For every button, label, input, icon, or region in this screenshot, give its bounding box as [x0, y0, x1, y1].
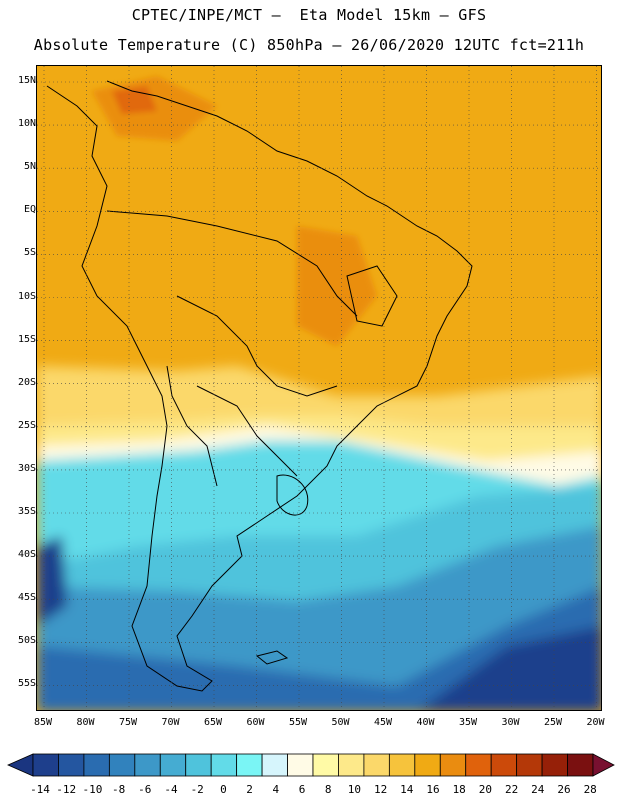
lat-label-45s: 45S — [17, 592, 36, 604]
lat-label-15n: 15N — [17, 75, 36, 86]
colorbar-label: -10 — [82, 783, 103, 796]
falklands — [255, 650, 289, 665]
lon-label-30w: 30W — [501, 717, 520, 728]
colorbar-label: 24 — [531, 783, 545, 796]
border-1 — [106, 210, 358, 317]
colorbar-label: 2 — [246, 783, 253, 796]
lat-label-50s: 50S — [17, 635, 36, 647]
lat-label-20s: 20S — [17, 376, 36, 388]
lat-label-5n: 5N — [23, 161, 36, 173]
temperature-map — [36, 65, 602, 711]
lon-label-80w: 80W — [76, 717, 95, 728]
colorbar-label: -8 — [111, 783, 126, 796]
field-band-m14 — [419, 626, 601, 710]
lon-label-65w: 65W — [203, 717, 223, 728]
lat-label-55s: 55S — [17, 678, 36, 690]
colorbar-swatch — [465, 753, 492, 777]
lat-label-10s: 10S — [17, 290, 36, 302]
border-4 — [166, 365, 218, 487]
colorbar-swatch — [83, 753, 110, 777]
lon-label-75w: 75W — [118, 717, 138, 728]
lon-label-20w: 20W — [586, 717, 605, 728]
colorbar-label: 22 — [504, 783, 519, 796]
colorbar-label: 4 — [272, 783, 280, 796]
state-border — [346, 265, 398, 327]
colorbar-swatch — [338, 753, 365, 777]
lat-label-40s: 40S — [17, 549, 36, 561]
colorbar-swatch — [388, 753, 416, 777]
colorbar-label: -4 — [164, 783, 178, 796]
colorbar-label: 28 — [583, 783, 597, 796]
colorbar-label: 18 — [452, 783, 466, 796]
colorbar-swatch — [134, 753, 161, 777]
continent-outline — [46, 80, 473, 692]
lon-label-55w: 55W — [288, 717, 308, 728]
colorbar-label: 10 — [347, 783, 362, 796]
uruguay — [276, 474, 309, 516]
colorbar-swatch — [439, 753, 467, 777]
field-sw-cold — [37, 536, 67, 626]
colorbar-swatch — [58, 753, 85, 777]
lat-label-5s: 5S — [23, 247, 36, 259]
colorbar-swatch — [236, 753, 263, 777]
colorbar-swatch — [185, 753, 212, 777]
colorbar-label: -6 — [138, 783, 152, 796]
colorbar-swatch — [261, 753, 288, 777]
colorbar-label: 12 — [373, 783, 388, 796]
colorbar-over-arrow — [592, 753, 615, 777]
colorbar-label: -2 — [190, 783, 204, 796]
colorbar-swatch — [108, 753, 136, 777]
colorbar-swatch — [414, 753, 441, 777]
lon-label-35w: 35W — [458, 717, 478, 728]
colorbar-swatch — [541, 753, 568, 777]
lat-label-15s: 15S — [17, 333, 36, 345]
colorbar-label: 14 — [400, 783, 414, 796]
lat-label-10n: 10N — [17, 118, 36, 130]
colorbar-label: 0 — [220, 783, 227, 796]
colorbar-swatch — [567, 753, 594, 777]
map-svg — [37, 66, 601, 710]
lon-label-40w: 40W — [416, 717, 435, 728]
colorbar-label: 20 — [478, 783, 493, 796]
lat-label-25s: 25S — [17, 419, 36, 431]
colorbar-label: 26 — [557, 783, 571, 796]
lon-label-85w: 85W — [33, 717, 53, 728]
colorbar-label: -12 — [56, 783, 77, 796]
field-hot-spot — [112, 86, 157, 114]
coastlines — [46, 80, 473, 692]
colorbar-label: -14 — [30, 783, 50, 796]
colorbar — [7, 753, 615, 777]
colorbar-swatch — [32, 753, 59, 777]
colorbar-swatch — [490, 753, 518, 777]
colorbar-under-arrow — [7, 753, 34, 777]
lon-label-60w: 60W — [246, 717, 265, 728]
lon-label-25w: 25W — [543, 717, 563, 728]
colorbar-swatch — [363, 753, 390, 777]
chart-title-line1: CPTEC/INPE/MCT – Eta Model 15km – GFS — [131, 6, 487, 24]
border-3 — [196, 385, 298, 477]
lat-label-eq: EQ — [23, 204, 36, 216]
colorbar-label: 8 — [324, 783, 332, 796]
field-band-m10 — [37, 586, 601, 710]
colorbar-swatch — [159, 753, 187, 777]
lat-label-35s: 35S — [17, 506, 36, 517]
colorbar-label: 6 — [298, 783, 306, 796]
lat-label-30s: 30S — [17, 462, 36, 474]
colorbar-swatch — [312, 753, 339, 777]
colorbar-swatch — [516, 753, 543, 777]
lon-label-50w: 50W — [331, 717, 350, 728]
lon-label-45w: 45W — [373, 717, 393, 728]
chart-title-line2: Absolute Temperature (C) 850hPa – 26/06/… — [33, 36, 585, 54]
colorbar-swatch — [287, 753, 314, 777]
border-2 — [176, 295, 338, 397]
lon-label-70w: 70W — [161, 717, 180, 728]
colorbar-label: 16 — [426, 783, 440, 796]
colorbar-swatch — [210, 753, 238, 777]
